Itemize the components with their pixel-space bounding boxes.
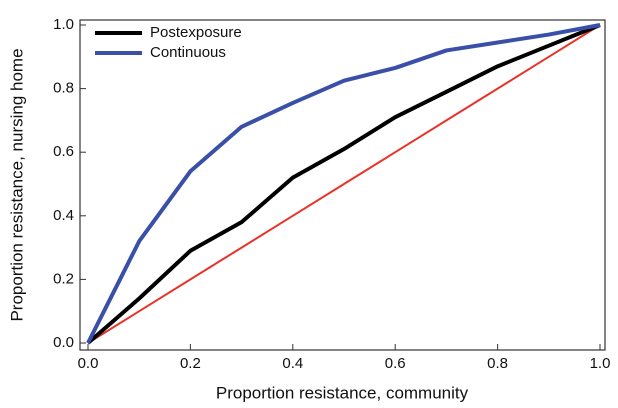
x-tick-label: 0.6 (385, 355, 406, 372)
series-line (86, 23, 601, 344)
x-tick-label: 1.0 (590, 355, 611, 372)
y-tick-label: 0.6 (53, 143, 74, 160)
x-axis-title: Proportion resistance, community (216, 383, 469, 402)
x-tick-label: 0.8 (487, 355, 508, 372)
y-axis-title: Proportion resistance, nursing home (7, 48, 26, 321)
y-tick-label: 0.0 (53, 334, 74, 351)
plot-frame (79, 19, 606, 351)
series-line (86, 23, 601, 345)
y-tick-label: 0.2 (53, 270, 74, 287)
y-tick-label: 1.0 (53, 16, 74, 33)
legend-label: Postexposure (150, 24, 242, 41)
y-tick-label: 0.4 (53, 207, 74, 224)
y-tick-label: 0.8 (53, 80, 74, 97)
legend-label: Continuous (150, 44, 226, 61)
x-tick-label: 0.4 (282, 355, 303, 372)
series-line (87, 24, 601, 344)
x-tick-label: 0.2 (180, 355, 201, 372)
x-tick-label: 0.0 (78, 355, 99, 372)
